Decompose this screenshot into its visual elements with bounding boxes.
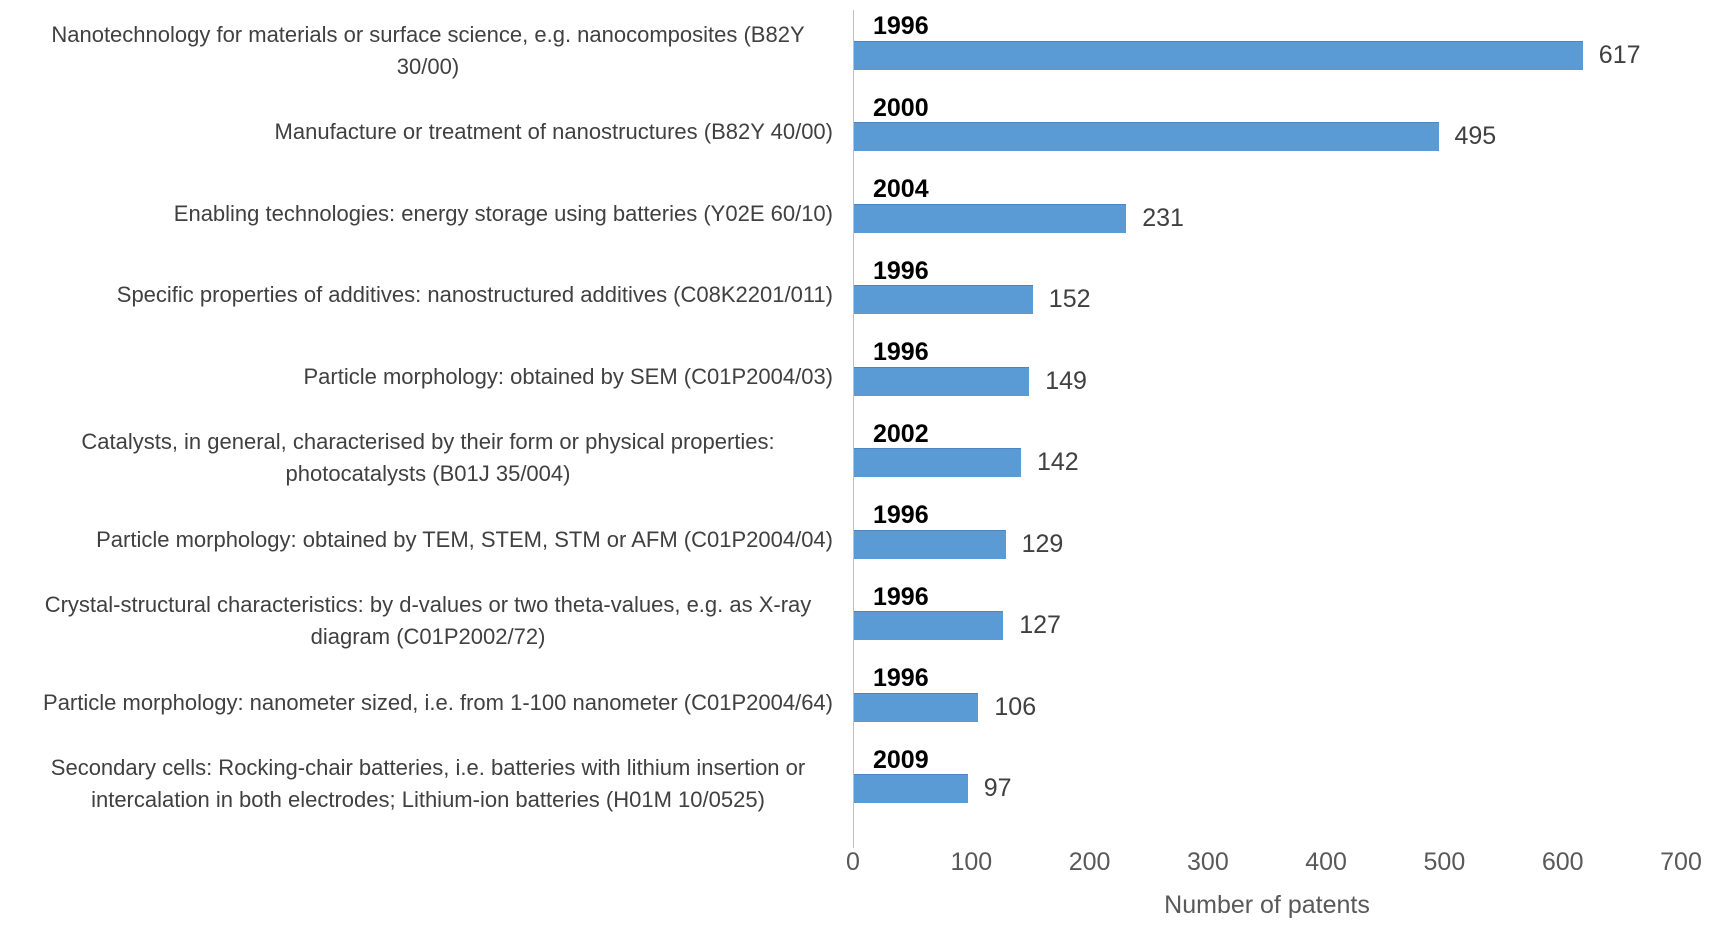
category-cell: Crystal-structural characteristics: by d… xyxy=(0,581,853,663)
bar xyxy=(853,285,1033,314)
bar-year-label: 1996 xyxy=(873,256,929,285)
bar-area: 1996 129 xyxy=(853,499,1712,581)
chart-row: Crystal-structural characteristics: by d… xyxy=(0,581,1712,663)
category-label: Crystal-structural characteristics: by d… xyxy=(44,592,812,650)
category-label: Particle morphology: nanometer sized, i.… xyxy=(43,689,833,715)
x-tick-label: 300 xyxy=(1187,848,1229,876)
x-tick-label: 500 xyxy=(1423,848,1466,876)
category-label: Manufacture or treatment of nanostructur… xyxy=(274,119,833,145)
bar-value-label: 149 xyxy=(1045,366,1087,395)
chart-row: Catalysts, in general, characterised by … xyxy=(0,418,1712,500)
x-tick-label: 200 xyxy=(1068,848,1111,876)
bar-year-label: 2009 xyxy=(873,745,929,774)
bar xyxy=(853,40,1583,70)
bar-area: 1996 127 xyxy=(853,581,1712,663)
bar-year-label: 1996 xyxy=(873,501,929,529)
x-tick-label: 600 xyxy=(1541,848,1584,876)
bar xyxy=(853,692,979,722)
bar-value-label: 495 xyxy=(1454,122,1497,150)
bar-value-label: 617 xyxy=(1598,40,1641,69)
category-cell: Manufacture or treatment of nanostructur… xyxy=(0,92,853,174)
bar-area: 2002 142 xyxy=(853,418,1712,500)
category-label: Secondary cells: Rocking-chair batteries… xyxy=(50,755,806,813)
bar-line: 152 xyxy=(853,285,1712,315)
bar-year-label: 1996 xyxy=(873,12,929,40)
bar-year-label: 2002 xyxy=(873,419,929,448)
bar-line: 149 xyxy=(853,366,1712,396)
bar-area: 1996 152 xyxy=(853,255,1712,337)
bar-area: 2009 97 xyxy=(853,744,1712,826)
category-label: Particle morphology: obtained by SEM (C0… xyxy=(303,363,833,389)
bar xyxy=(853,203,1127,233)
bar-value-label: 97 xyxy=(983,774,1012,802)
bar-value-label: 106 xyxy=(994,692,1037,721)
category-cell: Particle morphology: obtained by TEM, ST… xyxy=(0,499,853,581)
bar-value-label: 127 xyxy=(1019,611,1061,639)
bar-year-label: 1996 xyxy=(873,664,929,692)
chart-row: Enabling technologies: energy storage us… xyxy=(0,173,1712,255)
category-label: Particle morphology: obtained by TEM, ST… xyxy=(96,526,833,552)
chart-row: Particle morphology: nanometer sized, i.… xyxy=(0,662,1712,744)
bar-area: 1996 617 xyxy=(853,10,1712,92)
chart-row: Nanotechnology for materials or surface … xyxy=(0,10,1712,92)
bar-year-label: 2004 xyxy=(873,175,929,203)
bar-line: 617 xyxy=(853,40,1712,70)
x-tick-label: 700 xyxy=(1660,848,1702,876)
bar-year-label: 1996 xyxy=(873,582,929,611)
bar-year-label: 2000 xyxy=(873,93,929,122)
category-label: Catalysts, in general, characterised by … xyxy=(81,429,775,487)
bar-year-label: 1996 xyxy=(873,338,929,366)
chart-row: Particle morphology: obtained by TEM, ST… xyxy=(0,499,1712,581)
bar-value-label: 142 xyxy=(1037,448,1079,476)
bar-area: 2004 231 xyxy=(853,173,1712,255)
bar-area: 1996 149 xyxy=(853,336,1712,418)
category-cell: Specific properties of additives: nanost… xyxy=(0,255,853,337)
bar xyxy=(853,611,1004,640)
category-label: Nanotechnology for materials or surface … xyxy=(51,21,805,79)
chart-row: Particle morphology: obtained by SEM (C0… xyxy=(0,336,1712,418)
bar-value-label: 152 xyxy=(1048,285,1091,313)
bar-line: 495 xyxy=(853,122,1712,152)
bar-area: 1996 106 xyxy=(853,662,1712,744)
bar xyxy=(853,122,1439,151)
chart-row: Secondary cells: Rocking-chair batteries… xyxy=(0,744,1712,826)
category-label: Enabling technologies: energy storage us… xyxy=(173,200,833,226)
category-label: Specific properties of additives: nanost… xyxy=(116,282,833,308)
category-axis-line xyxy=(853,10,854,848)
bar xyxy=(853,366,1030,396)
bar xyxy=(853,774,968,803)
bar-line: 142 xyxy=(853,448,1712,478)
x-tick-label: 400 xyxy=(1305,848,1347,876)
bar-value-label: 231 xyxy=(1142,203,1184,232)
bar xyxy=(853,448,1021,477)
bar-line: 97 xyxy=(853,774,1712,804)
chart-row: Manufacture or treatment of nanostructur… xyxy=(0,92,1712,174)
bar-line: 129 xyxy=(853,529,1712,559)
category-cell: Particle morphology: obtained by SEM (C0… xyxy=(0,336,853,418)
x-tick-label: 0 xyxy=(846,848,860,876)
x-axis-ticks: 0 100 200 300 400 500 600 700 xyxy=(846,848,1702,877)
bar-line: 106 xyxy=(853,692,1712,722)
x-tick-label: 100 xyxy=(950,848,993,876)
category-cell: Particle morphology: nanometer sized, i.… xyxy=(0,662,853,744)
chart-rows: Nanotechnology for materials or surface … xyxy=(0,10,1712,825)
bar-value-label: 129 xyxy=(1021,529,1064,558)
category-cell: Catalysts, in general, characterised by … xyxy=(0,418,853,500)
bar-line: 231 xyxy=(853,203,1712,233)
category-cell: Enabling technologies: energy storage us… xyxy=(0,173,853,255)
bar-area: 2000 495 xyxy=(853,92,1712,174)
x-axis-title: Number of patents xyxy=(1164,891,1370,919)
category-cell: Nanotechnology for materials or surface … xyxy=(0,10,853,92)
bar-line: 127 xyxy=(853,611,1712,641)
category-cell: Secondary cells: Rocking-chair batteries… xyxy=(0,744,853,826)
chart-row: Specific properties of additives: nanost… xyxy=(0,255,1712,337)
bar xyxy=(853,529,1006,559)
